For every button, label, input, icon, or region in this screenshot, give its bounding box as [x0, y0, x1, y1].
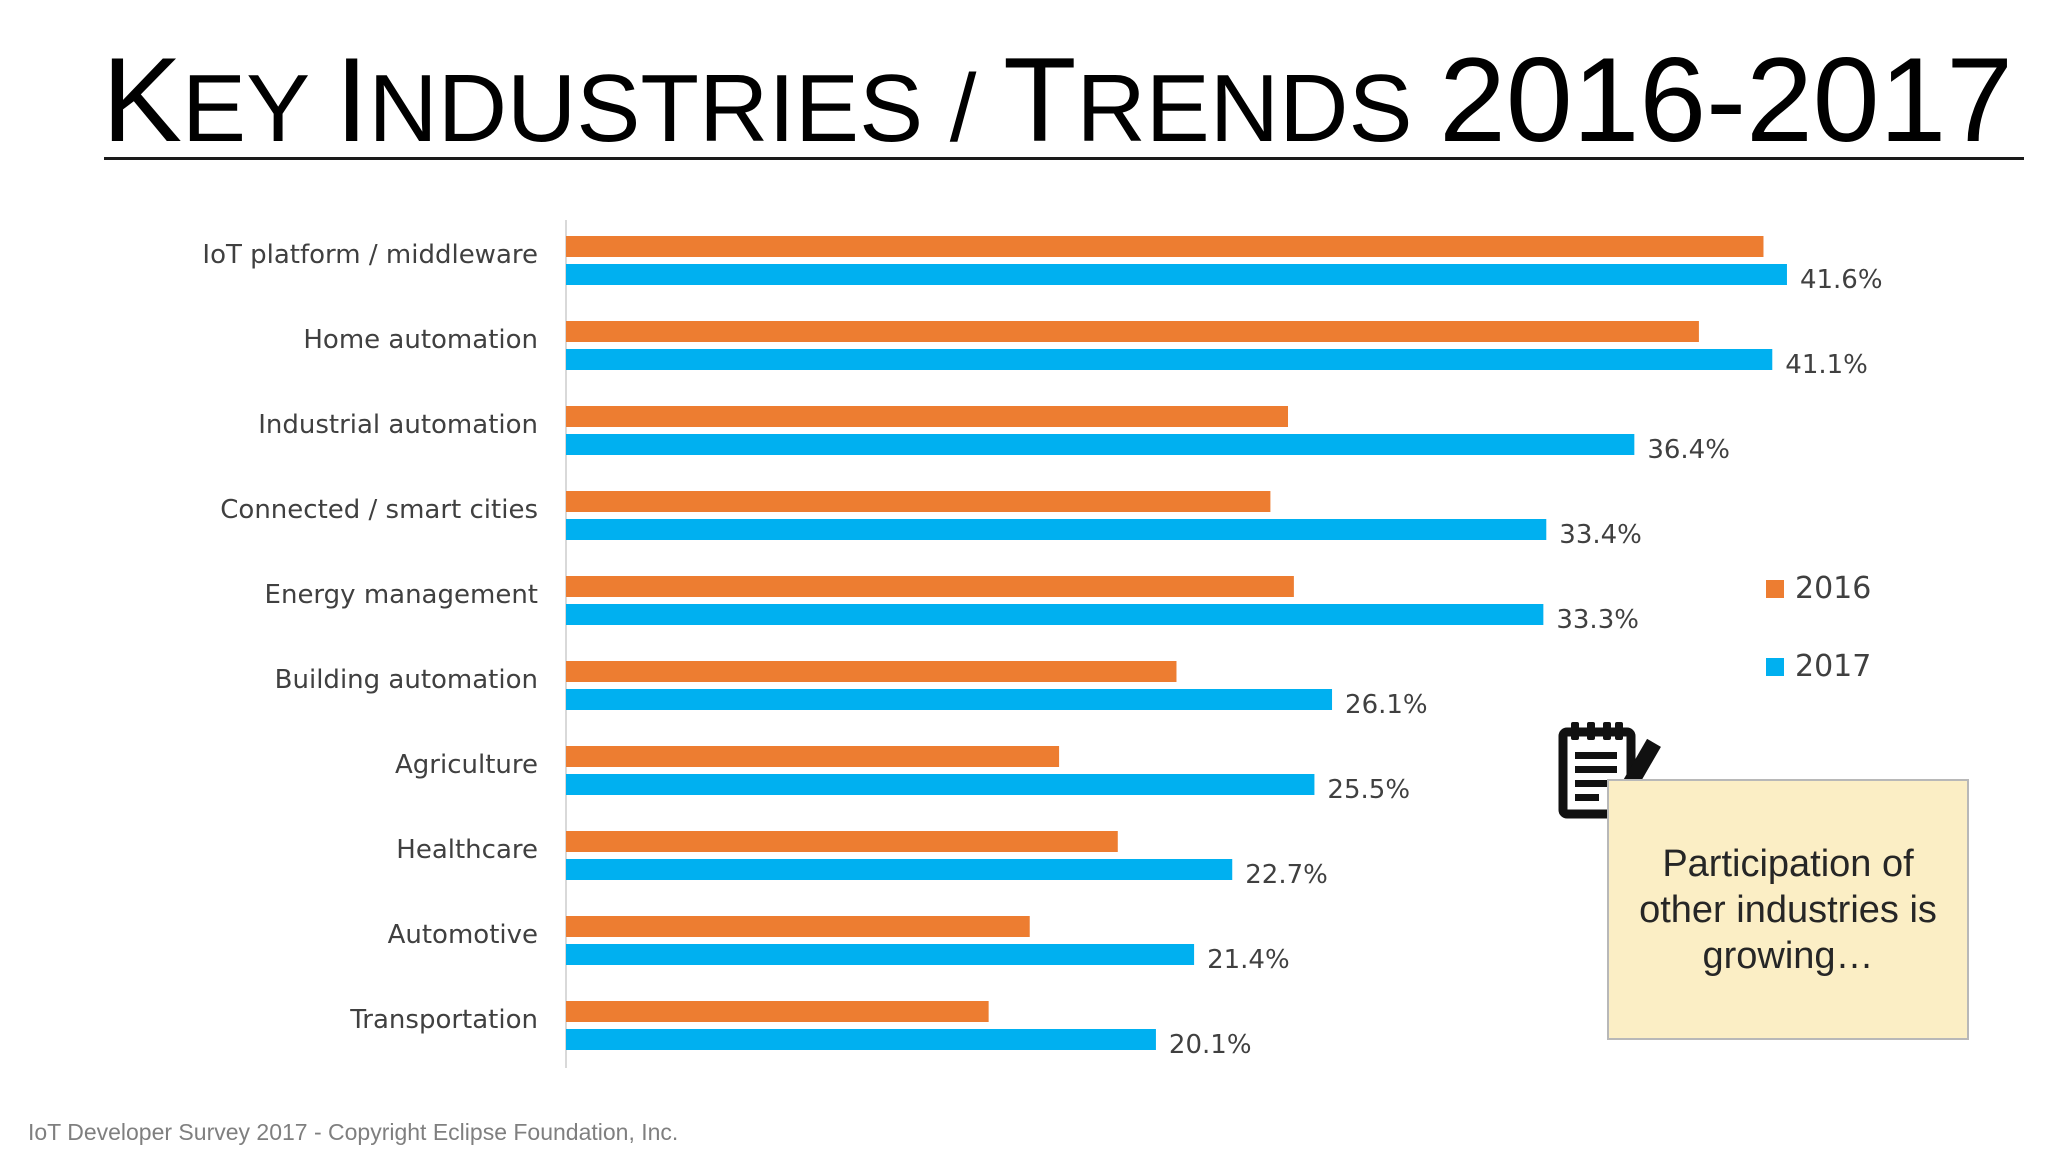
category-label-industrial-automation: Industrial automation — [258, 410, 538, 440]
value-label-2017-iot-platform-middleware: 41.6% — [1800, 265, 1883, 295]
title-years: 2016-2017 — [1439, 33, 2014, 167]
category-label-healthcare: Healthcare — [396, 835, 538, 865]
category-label-agriculture: Agriculture — [395, 750, 538, 780]
title-divider — [104, 157, 2024, 160]
value-label-2017-energy-management: 33.3% — [1556, 605, 1639, 635]
value-label-2017-connected-smart-cities: 33.4% — [1559, 520, 1642, 550]
bar-2016-building-automation — [566, 661, 1177, 682]
chart-bars-group — [566, 236, 1787, 1050]
bar-2017-iot-platform-middleware — [566, 264, 1787, 285]
legend-label-2017: 2017 — [1795, 649, 1871, 684]
bar-2016-iot-platform-middleware — [566, 236, 1764, 257]
value-label-2017-industrial-automation: 36.4% — [1647, 435, 1730, 465]
bar-2017-transportation — [566, 1029, 1156, 1050]
category-label-automotive: Automotive — [388, 920, 538, 950]
bar-2016-industrial-automation — [566, 406, 1289, 427]
title-initial-trends: T — [1003, 33, 1077, 167]
title-text-key: EY — [182, 55, 336, 162]
bar-2016-healthcare — [566, 831, 1118, 852]
category-label-transportation: Transportation — [349, 1005, 538, 1035]
value-label-2017-agriculture: 25.5% — [1327, 775, 1410, 805]
bar-2017-automotive — [566, 944, 1195, 965]
bar-2016-transportation — [566, 1001, 989, 1022]
title-initial-industries: I — [335, 33, 369, 167]
category-label-home-automation: Home automation — [303, 325, 538, 355]
bar-2016-home-automation — [566, 321, 1699, 342]
value-label-2017-building-automation: 26.1% — [1345, 690, 1428, 720]
bar-2017-industrial-automation — [566, 434, 1635, 455]
legend-swatch-2017 — [1766, 658, 1784, 676]
bar-2017-connected-smart-cities — [566, 519, 1547, 540]
category-label-energy-management: Energy management — [265, 580, 538, 610]
legend-label-2016: 2016 — [1795, 571, 1871, 606]
legend-swatch-2016 — [1766, 580, 1784, 598]
category-label-iot-platform-middleware: IoT platform / middleware — [202, 240, 538, 270]
chart-legend: 2016 2017 — [1766, 571, 1871, 684]
callout-text: Participation of other industries is gro… — [1639, 842, 1937, 977]
bar-2017-agriculture — [566, 774, 1315, 795]
notepad-pencil-icon — [1558, 716, 1662, 820]
category-label-building-automation: Building automation — [275, 665, 538, 695]
bar-2016-agriculture — [566, 746, 1060, 767]
title-text-trends: RENDS — [1076, 55, 1440, 162]
bar-2017-building-automation — [566, 689, 1333, 710]
value-label-2017-healthcare: 22.7% — [1245, 860, 1328, 890]
bar-2016-automotive — [566, 916, 1030, 937]
footer-copyright: IoT Developer Survey 2017 - Copyright Ec… — [28, 1119, 679, 1145]
bar-2016-energy-management — [566, 576, 1294, 597]
bar-2016-connected-smart-cities — [566, 491, 1271, 512]
bar-2017-home-automation — [566, 349, 1773, 370]
chart-labels-group: IoT platform / middleware 41.6% Home autom… — [202, 240, 1882, 1060]
value-label-2017-transportation: 20.1% — [1169, 1030, 1252, 1060]
bar-2017-healthcare — [566, 859, 1233, 880]
title-initial-key: K — [102, 33, 183, 167]
category-label-connected-smart-cities: Connected / smart cities — [220, 495, 538, 525]
callout-box: Participation of other industries is gro… — [1607, 779, 1969, 1040]
value-label-2017-home-automation: 41.1% — [1785, 350, 1868, 380]
bar-2017-energy-management — [566, 604, 1544, 625]
slide-title: KEY INDUSTRIES / TRENDS 2016-2017 — [102, 34, 2013, 166]
title-text-industries: NDUSTRIES / — [368, 55, 1004, 162]
value-label-2017-automotive: 21.4% — [1207, 945, 1290, 975]
